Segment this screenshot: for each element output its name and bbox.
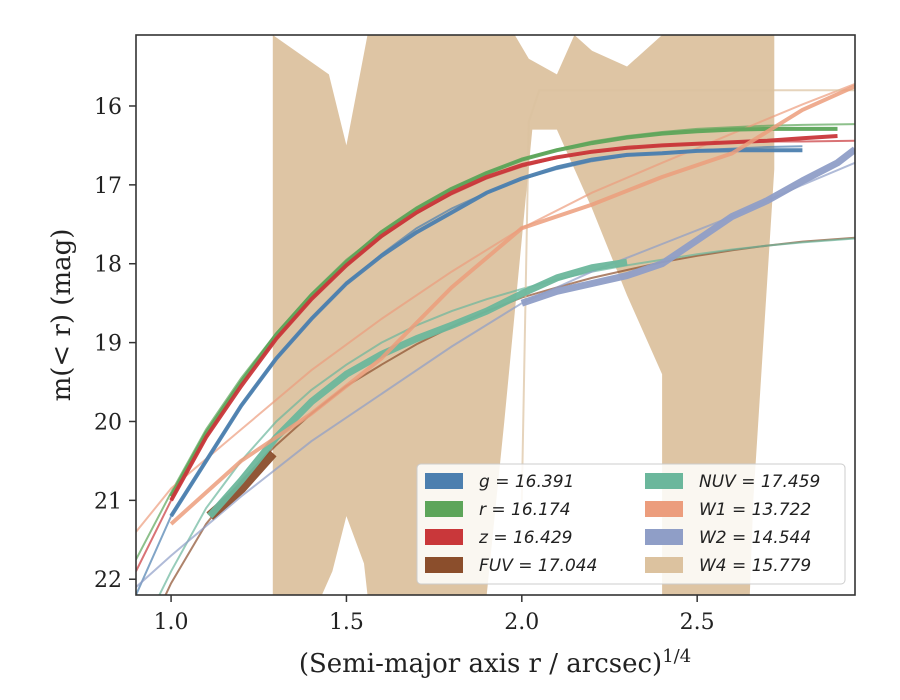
series-r-data-profile bbox=[169, 126, 838, 498]
plot-area bbox=[136, 35, 855, 595]
legend-label: g = 16.391 bbox=[479, 472, 574, 492]
legend-swatch bbox=[425, 473, 463, 489]
plot-frame bbox=[135, 34, 856, 596]
y-tick-label: 18 bbox=[94, 253, 122, 278]
legend-swatch bbox=[425, 501, 463, 517]
y-tick-label: 22 bbox=[94, 568, 122, 593]
legend: g = 16.391 r = 16.174 z = 16.429 FUV = 17.0… bbox=[416, 463, 846, 585]
legend-label: W4 = 15.779 bbox=[699, 556, 811, 576]
series-w4-band bbox=[272, 35, 775, 595]
legend-swatch bbox=[425, 557, 463, 573]
y-tick-label: 20 bbox=[94, 410, 122, 435]
y-tick-label: 21 bbox=[94, 489, 122, 514]
x-axis-label: (Semi-major axis r / arcsec)1/4 bbox=[299, 646, 691, 679]
x-axis-label-superscript: 1/4 bbox=[662, 646, 691, 667]
x-tick-label: 2.0 bbox=[504, 610, 539, 635]
legend-swatch bbox=[645, 473, 683, 489]
y-tick-label: 17 bbox=[94, 174, 122, 199]
axis-ticks: 1.0 1.5 2.0 2.5 16 17 18 19 20 21 22 bbox=[94, 95, 715, 635]
x-tick-label: 2.5 bbox=[680, 610, 715, 635]
series-w2-data-profile bbox=[520, 146, 855, 307]
series-z-data-profile bbox=[169, 134, 838, 502]
series-g-data-profile bbox=[169, 148, 803, 518]
legend-swatch bbox=[645, 557, 683, 573]
x-tick-label: 1.0 bbox=[154, 610, 189, 635]
legend-label: W1 = 13.722 bbox=[699, 500, 811, 520]
legend-label: W2 = 14.544 bbox=[699, 528, 811, 548]
y-axis-label: m(< r) (mag) bbox=[47, 229, 77, 402]
legend-swatch bbox=[645, 529, 683, 545]
legend-label: r = 16.174 bbox=[479, 500, 571, 520]
x-tick-label: 1.5 bbox=[329, 610, 364, 635]
series-w1-data-profile bbox=[169, 84, 855, 526]
legend-swatch bbox=[645, 501, 683, 517]
legend-label: z = 16.429 bbox=[478, 528, 572, 548]
legend-label: FUV = 17.044 bbox=[479, 556, 597, 576]
y-tick-label: 19 bbox=[94, 332, 122, 357]
series-nuv-model-curve bbox=[158, 237, 855, 595]
legend-label: NUV = 17.459 bbox=[699, 472, 820, 492]
y-tick-label: 16 bbox=[94, 95, 122, 120]
series-w4-model-curve bbox=[520, 89, 855, 501]
legend-swatch bbox=[425, 529, 463, 545]
legend-frame bbox=[416, 463, 846, 585]
